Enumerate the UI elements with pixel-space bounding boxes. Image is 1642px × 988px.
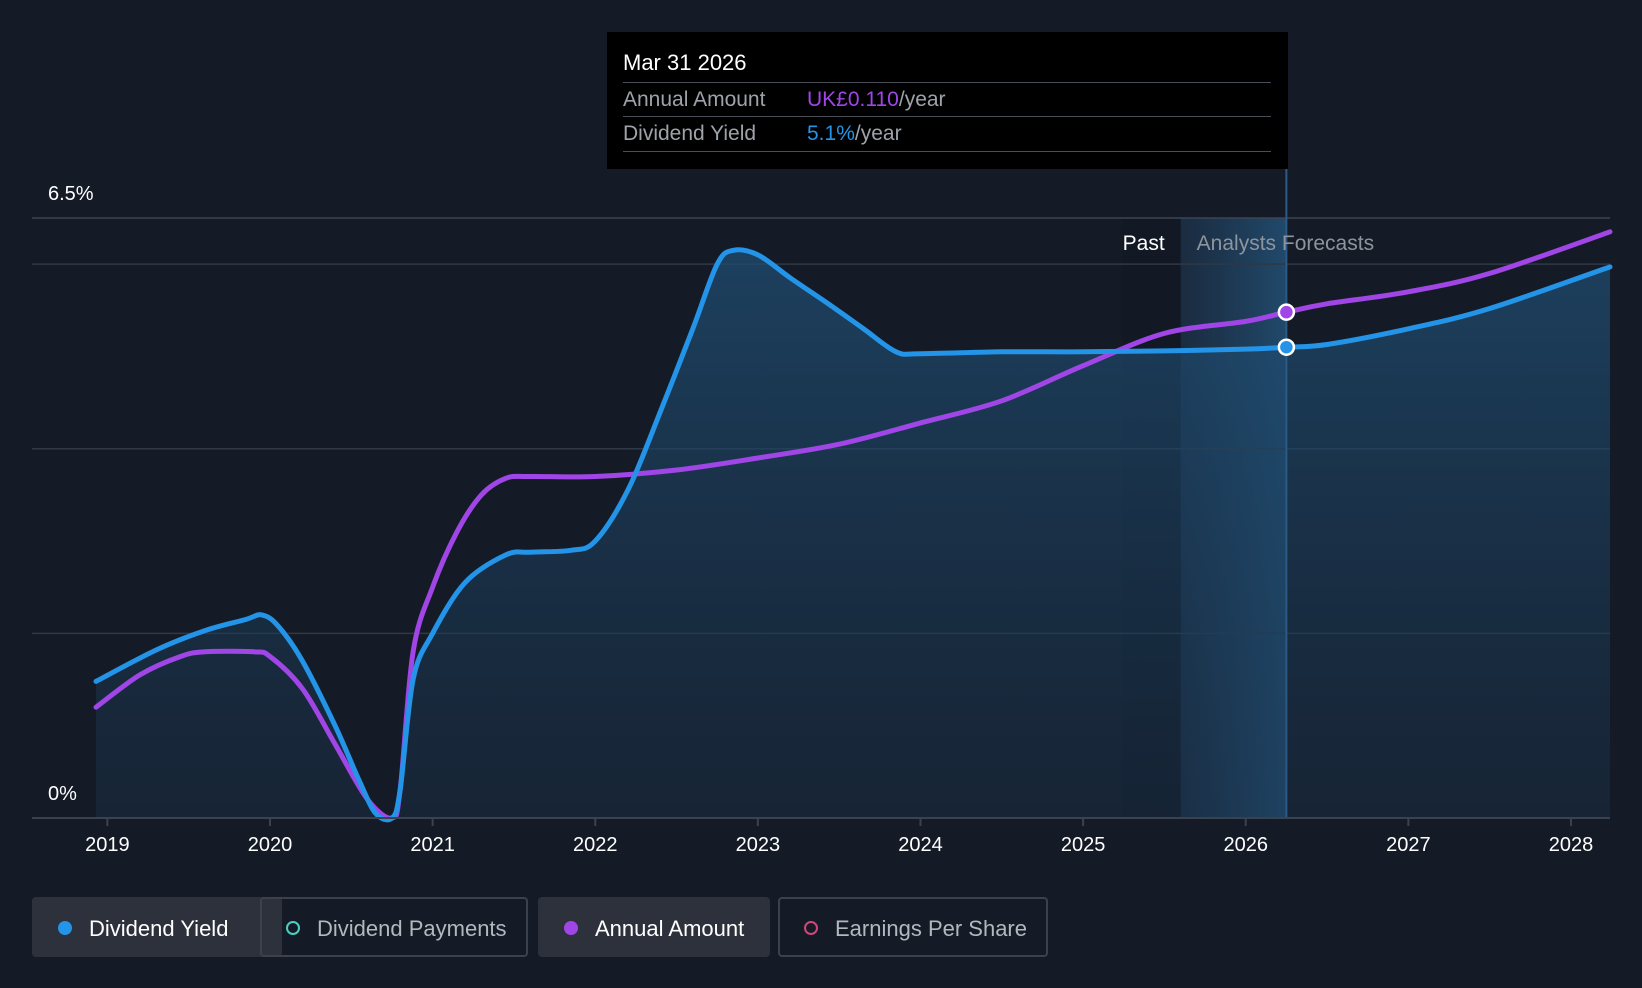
x-tick-label-2023: 2023: [736, 834, 781, 856]
y-tick-label-1: 0%: [48, 783, 77, 805]
tooltip-annual-unit: /year: [898, 88, 946, 111]
x-tick-label-2020: 2020: [248, 834, 293, 856]
x-axis-ticks: 2019 2020 2021 2022 2023 2024 2025 2026 2027 2028: [85, 818, 1593, 856]
legend-dividend-payments[interactable]: Dividend Payments: [260, 897, 528, 957]
tooltip-annual-label: Annual Amount: [623, 88, 766, 111]
annual-amount-line: [93, 229, 1613, 821]
tooltip-date: Mar 31 2026: [623, 50, 747, 75]
tooltip-yield-label: Dividend Yield: [623, 122, 757, 145]
legend-earnings-per-share[interactable]: Earnings Per Share: [778, 897, 1048, 957]
legend-earnings-per-share-label: Earnings Per Share: [835, 916, 1027, 941]
highlight-point-1: [1277, 338, 1296, 356]
x-tick-label-2019: 2019: [85, 834, 130, 856]
dividend-yield-dot-icon: [58, 921, 72, 935]
annual-amount-dot-icon: [564, 921, 578, 935]
highlight-point-0: [1277, 303, 1296, 321]
legend-dividend-yield[interactable]: Dividend Yield: [32, 897, 282, 957]
x-tick-label-2026: 2026: [1223, 834, 1268, 856]
highlight-points: [1277, 303, 1296, 356]
dividend-yield-line: [93, 247, 1613, 823]
legend-dividend-yield-label: Dividend Yield: [89, 916, 229, 941]
x-tick-label-2027: 2027: [1386, 834, 1431, 856]
y-axis-labels: 6.5% 0%: [48, 183, 94, 805]
x-tick-label-2021: 2021: [410, 834, 455, 856]
analysts-forecasts-label: Analysts Forecasts: [1197, 232, 1374, 255]
tooltip-annual-value: UK£0.110: [807, 88, 899, 111]
tooltip-row-yield: Dividend Yield 5.1%/year: [623, 116, 1271, 152]
x-tick-label-2025: 2025: [1061, 834, 1106, 856]
x-tick-label-2024: 2024: [898, 834, 943, 856]
earnings-per-share-dot-icon: [804, 921, 818, 935]
dividend-yield-area: [96, 249, 1610, 820]
legend-dividend-payments-label: Dividend Payments: [317, 916, 507, 941]
tooltip: Mar 31 2026 Annual Amount UK£0.110/year …: [607, 32, 1288, 169]
past-label: Past: [1123, 232, 1165, 255]
dividend-payments-dot-icon: [286, 921, 300, 935]
legend-annual-amount-label: Annual Amount: [595, 916, 745, 941]
tooltip-row-annual: Annual Amount UK£0.110/year: [623, 82, 1271, 117]
tooltip-annual-value-wrap: UK£0.110/year: [807, 83, 946, 117]
x-tick-label-2022: 2022: [573, 834, 618, 856]
y-tick-label-0: 6.5%: [48, 183, 94, 205]
tooltip-yield-unit: /year: [854, 122, 902, 145]
legend-annual-amount[interactable]: Annual Amount: [538, 897, 770, 957]
tooltip-yield-value: 5.1%: [807, 122, 855, 145]
tooltip-yield-value-wrap: 5.1%/year: [807, 117, 902, 151]
x-tick-label-2028: 2028: [1549, 834, 1594, 856]
